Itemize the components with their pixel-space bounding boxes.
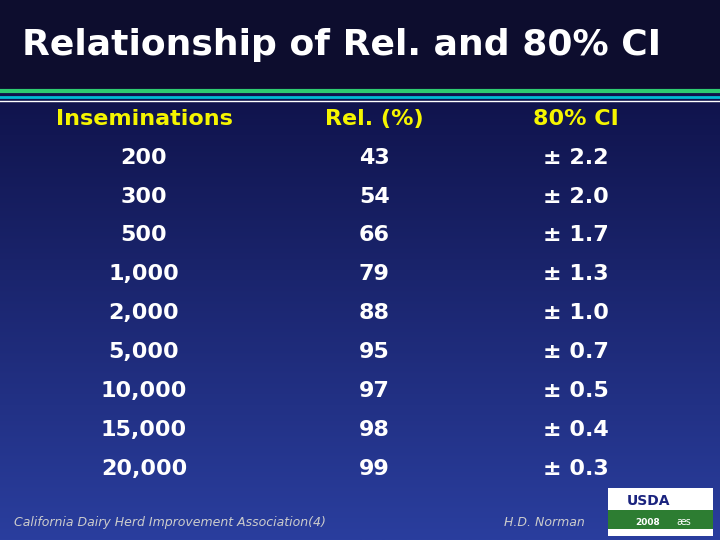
Text: Inseminations: Inseminations — [55, 109, 233, 129]
Text: 20,000: 20,000 — [101, 458, 187, 479]
Text: 5,000: 5,000 — [109, 342, 179, 362]
Text: 300: 300 — [121, 186, 167, 207]
Text: 54: 54 — [359, 186, 390, 207]
Text: 43: 43 — [359, 147, 390, 168]
Text: 500: 500 — [121, 225, 167, 246]
Text: ± 2.2: ± 2.2 — [544, 147, 608, 168]
Text: 2,000: 2,000 — [109, 303, 179, 323]
Bar — [608, 510, 713, 529]
Text: ± 1.0: ± 1.0 — [543, 303, 609, 323]
Bar — [608, 488, 713, 536]
Text: 97: 97 — [359, 381, 390, 401]
Text: 200: 200 — [121, 147, 167, 168]
Text: H.D. Norman: H.D. Norman — [504, 516, 585, 529]
Bar — [0, 0, 720, 89]
Text: 79: 79 — [359, 264, 390, 285]
Text: ± 0.5: ± 0.5 — [543, 381, 609, 401]
Text: ± 2.0: ± 2.0 — [543, 186, 609, 207]
Text: 88: 88 — [359, 303, 390, 323]
Text: ± 1.3: ± 1.3 — [543, 264, 609, 285]
Text: ± 0.4: ± 0.4 — [543, 420, 609, 440]
Text: Relationship of Rel. and 80% CI: Relationship of Rel. and 80% CI — [22, 28, 661, 62]
Text: 1,000: 1,000 — [109, 264, 179, 285]
Text: ± 1.7: ± 1.7 — [543, 225, 609, 246]
Text: 2008: 2008 — [636, 518, 660, 527]
Text: Rel. (%): Rel. (%) — [325, 109, 423, 129]
Text: California Dairy Herd Improvement Association(4): California Dairy Herd Improvement Associ… — [14, 516, 326, 529]
Text: 98: 98 — [359, 420, 390, 440]
Text: ± 0.7: ± 0.7 — [543, 342, 609, 362]
Text: 66: 66 — [359, 225, 390, 246]
Text: 95: 95 — [359, 342, 390, 362]
Text: 15,000: 15,000 — [101, 420, 187, 440]
Text: ± 0.3: ± 0.3 — [543, 458, 609, 479]
Text: USDA: USDA — [626, 495, 670, 509]
Text: 80% CI: 80% CI — [533, 109, 619, 129]
Text: 10,000: 10,000 — [101, 381, 187, 401]
Text: 99: 99 — [359, 458, 390, 479]
Text: æs: æs — [676, 517, 691, 528]
